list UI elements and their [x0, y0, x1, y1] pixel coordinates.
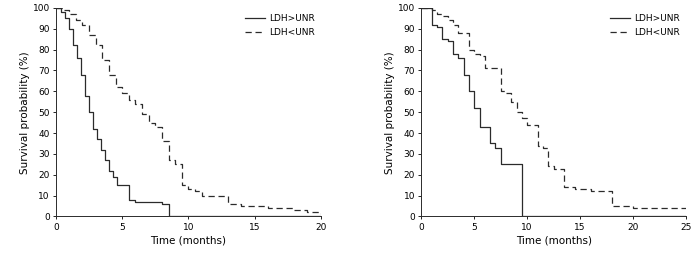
X-axis label: Time (months): Time (months): [150, 236, 226, 246]
Y-axis label: Survival probability (%): Survival probability (%): [385, 51, 395, 173]
Legend: LDH>UNR, LDH<UNR: LDH>UNR, LDH<UNR: [609, 12, 682, 39]
X-axis label: Time (months): Time (months): [516, 236, 592, 246]
Y-axis label: Survival probability (%): Survival probability (%): [20, 51, 29, 173]
Legend: LDH>UNR, LDH<UNR: LDH>UNR, LDH<UNR: [244, 12, 316, 39]
